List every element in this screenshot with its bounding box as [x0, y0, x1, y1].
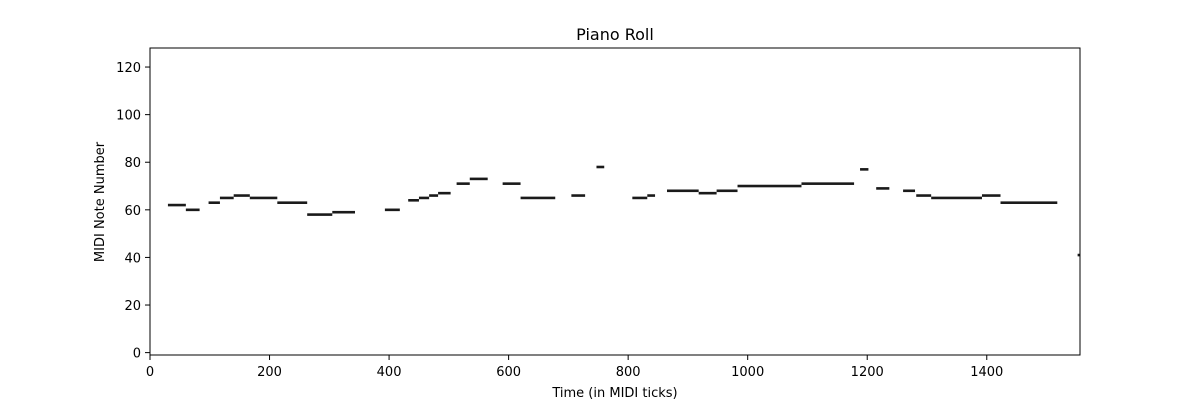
note-bar: [332, 210, 355, 214]
note-bar: [737, 184, 802, 188]
note-bar: [418, 196, 430, 200]
note-bar: [716, 189, 738, 193]
note-bar: [667, 189, 699, 193]
note-bar: [520, 196, 556, 200]
y-axis-ticks: 0 20 40 60 80 100 120: [116, 61, 150, 362]
note-bar: [408, 199, 419, 202]
note-bar: [167, 203, 186, 207]
y-tick-label: 40: [124, 251, 141, 266]
note-bar: [469, 177, 488, 181]
note-bar: [632, 196, 648, 200]
note-bar: [903, 189, 916, 193]
note-bar: [219, 196, 234, 200]
y-tick-label: 80: [124, 156, 141, 171]
note-bar: [208, 201, 220, 204]
note-bar: [801, 182, 855, 185]
note-bar: [596, 165, 605, 169]
y-tick-label: 60: [124, 204, 141, 219]
note-bar: [647, 194, 656, 197]
note-bar: [384, 208, 400, 212]
x-tick-label: 1400: [970, 365, 1003, 380]
y-axis-label: MIDI Note Number: [93, 141, 108, 262]
x-tick-label: 0: [146, 365, 154, 380]
y-tick-label: 100: [116, 109, 141, 124]
y-tick-label: 0: [133, 347, 141, 362]
note-bar: [185, 208, 200, 212]
x-tick-label: 600: [496, 365, 521, 380]
plot-area-frame: [149, 47, 1081, 356]
note-bar: [981, 194, 1001, 197]
note-bar: [1000, 201, 1058, 204]
chart-title: Piano Roll: [576, 25, 654, 44]
x-axis-label: Time (in MIDI ticks): [551, 386, 677, 400]
note-bar: [429, 194, 439, 197]
x-tick-label: 800: [616, 365, 641, 380]
note-bar: [1077, 253, 1080, 257]
note-bar: [502, 182, 521, 185]
note-bar: [571, 194, 586, 197]
note-bar: [307, 213, 333, 216]
x-tick-label: 200: [257, 365, 282, 380]
note-bar: [456, 182, 470, 185]
note-bar: [249, 196, 278, 200]
y-tick-label: 120: [116, 61, 141, 76]
notes-layer: [167, 165, 1080, 257]
note-bar: [876, 187, 890, 190]
note-bar: [438, 191, 451, 195]
note-bar: [277, 201, 308, 204]
note-bar: [233, 194, 250, 197]
y-tick-label: 20: [124, 299, 141, 314]
note-bar: [860, 168, 869, 171]
x-tick-label: 400: [377, 365, 402, 380]
x-tick-label: 1200: [851, 365, 884, 380]
note-bar: [931, 196, 982, 200]
note-bar: [916, 194, 932, 197]
note-bar: [698, 191, 717, 195]
x-axis-ticks: 0 200 400 600 800 1000 1200 1400: [146, 355, 1003, 380]
x-tick-label: 1000: [731, 365, 764, 380]
